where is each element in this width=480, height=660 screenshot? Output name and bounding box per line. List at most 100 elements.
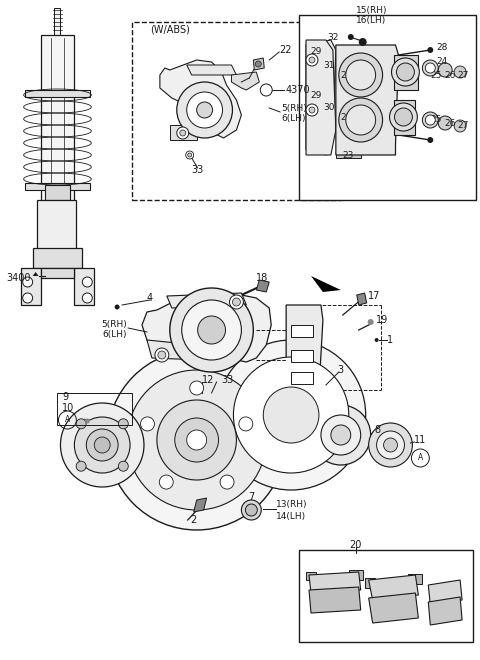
Circle shape	[190, 381, 204, 395]
Circle shape	[94, 437, 110, 453]
Circle shape	[348, 34, 354, 40]
Circle shape	[321, 415, 360, 455]
Bar	[291, 372, 313, 384]
Polygon shape	[231, 72, 259, 90]
Polygon shape	[147, 340, 202, 360]
Circle shape	[422, 60, 438, 76]
Text: 23: 23	[342, 150, 353, 160]
Circle shape	[220, 475, 234, 489]
Text: 24: 24	[436, 57, 447, 67]
Circle shape	[255, 61, 261, 67]
Circle shape	[369, 423, 412, 467]
Polygon shape	[306, 40, 336, 155]
Circle shape	[23, 277, 33, 287]
Polygon shape	[253, 58, 264, 70]
Circle shape	[245, 504, 257, 516]
Polygon shape	[55, 8, 60, 35]
Text: 2: 2	[191, 515, 197, 525]
Circle shape	[425, 63, 435, 73]
Circle shape	[186, 151, 194, 159]
Text: 32: 32	[327, 34, 338, 42]
Circle shape	[263, 387, 319, 443]
Polygon shape	[369, 575, 419, 600]
Polygon shape	[36, 200, 76, 250]
Circle shape	[309, 57, 315, 63]
Text: 1: 1	[386, 335, 393, 345]
Circle shape	[76, 419, 86, 429]
Text: 33: 33	[221, 375, 234, 385]
Polygon shape	[160, 60, 241, 138]
Circle shape	[157, 400, 237, 480]
Circle shape	[241, 500, 261, 520]
Circle shape	[239, 417, 253, 431]
Polygon shape	[311, 276, 341, 292]
Circle shape	[232, 298, 240, 306]
Circle shape	[60, 403, 144, 487]
Text: 3: 3	[338, 365, 344, 375]
Polygon shape	[428, 597, 462, 625]
Text: 15(RH): 15(RH)	[356, 5, 387, 15]
Text: 7: 7	[248, 492, 254, 502]
Circle shape	[74, 417, 130, 473]
Text: 29: 29	[310, 48, 322, 57]
Circle shape	[187, 430, 206, 450]
Polygon shape	[33, 248, 83, 268]
Polygon shape	[349, 570, 363, 580]
Polygon shape	[309, 572, 360, 593]
Circle shape	[233, 357, 349, 473]
Polygon shape	[408, 574, 422, 584]
Text: 12: 12	[202, 375, 214, 385]
Text: 25: 25	[431, 71, 442, 79]
Text: 30: 30	[323, 104, 335, 112]
Circle shape	[119, 461, 128, 471]
Polygon shape	[187, 65, 237, 75]
Text: 5(RH): 5(RH)	[281, 104, 307, 112]
Circle shape	[395, 108, 412, 126]
Text: 31: 31	[323, 61, 335, 69]
Circle shape	[119, 419, 128, 429]
Polygon shape	[167, 293, 246, 308]
Polygon shape	[41, 35, 74, 240]
Polygon shape	[256, 280, 269, 292]
Text: 11: 11	[414, 435, 427, 445]
Text: 17: 17	[368, 291, 380, 301]
Text: 14(LH): 14(LH)	[276, 512, 306, 521]
Text: 4370: 4370	[285, 85, 310, 95]
Circle shape	[115, 304, 120, 310]
Text: 18: 18	[256, 273, 269, 283]
Circle shape	[216, 340, 366, 490]
Polygon shape	[369, 593, 419, 623]
Circle shape	[155, 348, 169, 362]
Bar	[291, 325, 313, 337]
Polygon shape	[170, 125, 197, 140]
Circle shape	[141, 417, 155, 431]
Text: 26: 26	[444, 119, 456, 127]
Circle shape	[390, 103, 418, 131]
Text: 25: 25	[431, 115, 442, 125]
Circle shape	[107, 350, 286, 530]
Circle shape	[182, 300, 241, 360]
Circle shape	[339, 98, 383, 142]
Text: 10: 10	[62, 403, 75, 413]
Text: 6(LH): 6(LH)	[103, 331, 127, 339]
Text: 21: 21	[340, 71, 351, 79]
Text: 5(RH): 5(RH)	[101, 321, 127, 329]
Polygon shape	[394, 100, 415, 135]
Circle shape	[425, 115, 435, 125]
Circle shape	[454, 120, 466, 132]
Text: 4: 4	[147, 293, 153, 303]
Polygon shape	[24, 90, 90, 97]
Polygon shape	[336, 145, 360, 158]
Text: 26: 26	[444, 71, 456, 79]
Circle shape	[438, 63, 452, 77]
Polygon shape	[24, 183, 90, 190]
Circle shape	[127, 370, 266, 510]
Polygon shape	[365, 578, 374, 588]
Text: 3400: 3400	[6, 273, 31, 283]
Circle shape	[187, 92, 223, 128]
Polygon shape	[341, 140, 356, 145]
Circle shape	[83, 277, 92, 287]
Circle shape	[180, 130, 186, 136]
Circle shape	[229, 295, 243, 309]
Polygon shape	[394, 55, 419, 90]
